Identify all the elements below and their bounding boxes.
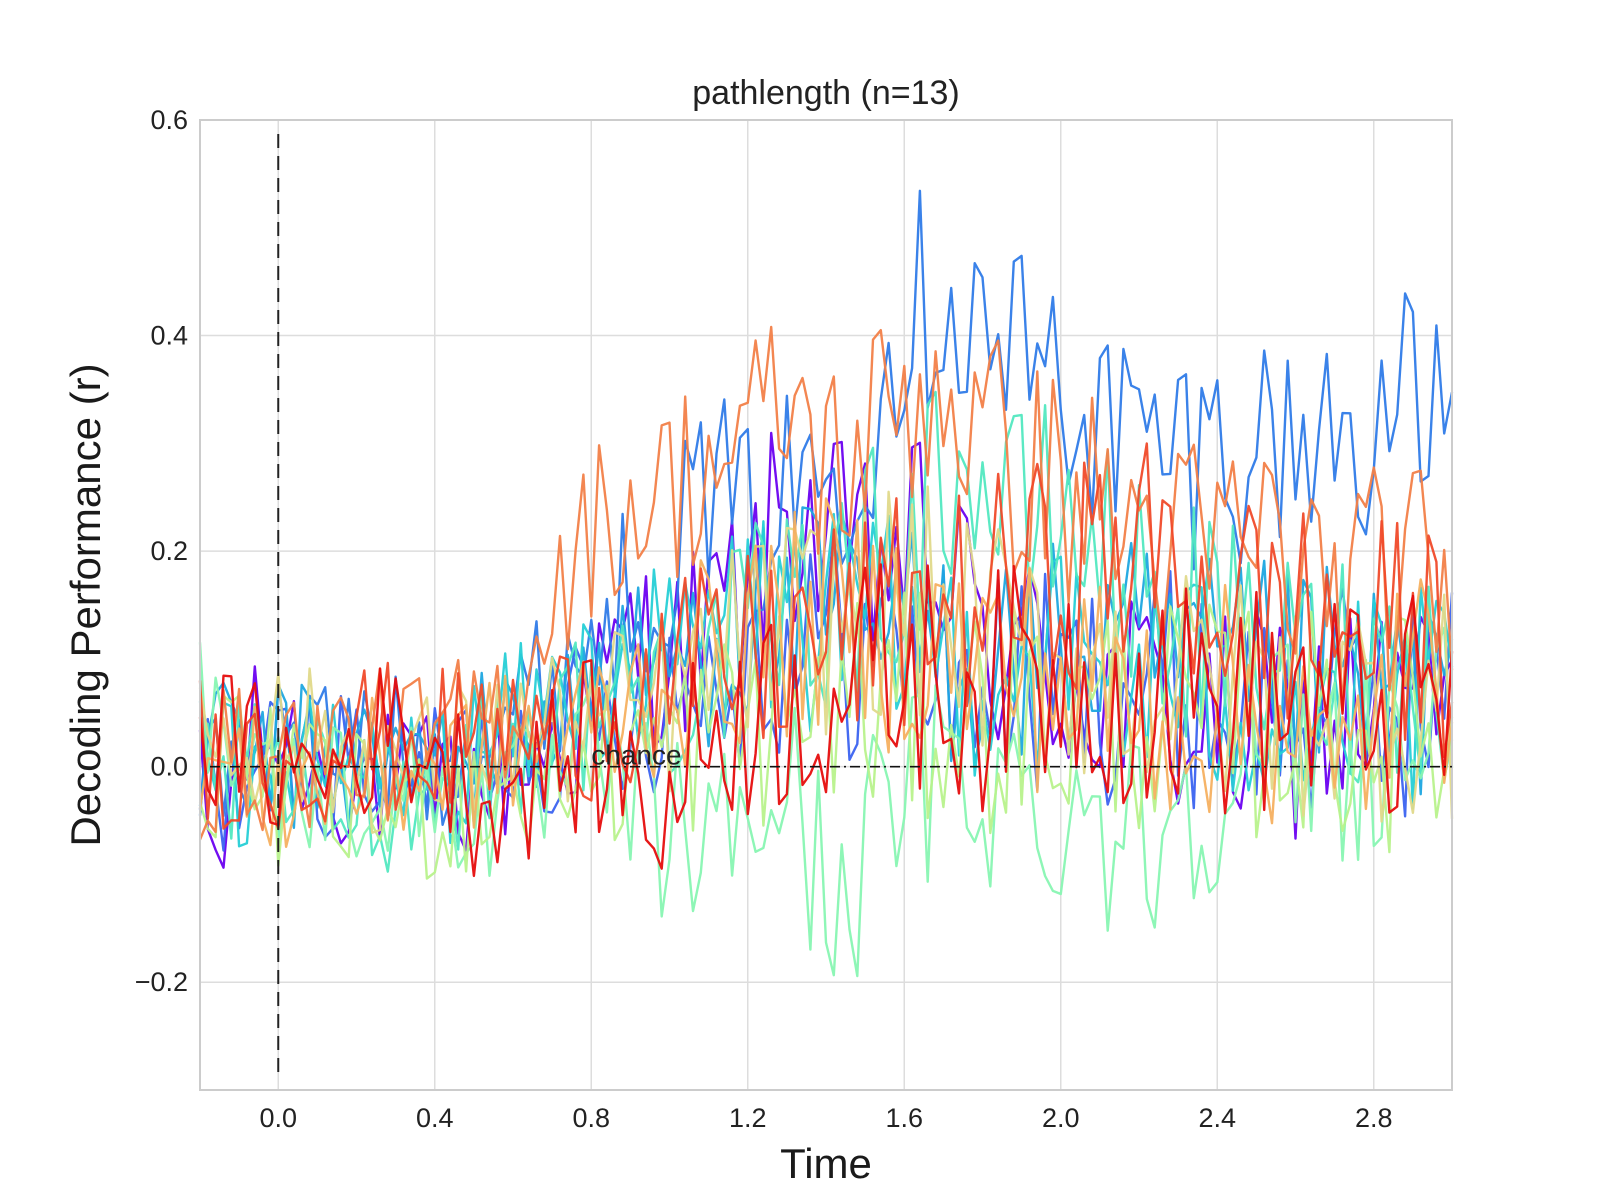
reference-lines [210, 134, 1452, 1076]
x-tick-label: 2.4 [1198, 1103, 1236, 1133]
plot-frame [199, 119, 1453, 1091]
chance-annotation: chance [591, 740, 681, 771]
series-layer [198, 189, 1454, 978]
y-tick-label: 0.0 [150, 752, 188, 782]
x-tick-label: 1.6 [885, 1103, 923, 1133]
tick-labels: 0.0 0.4 0.8 1.2 1.6 2.0 2.4 2.8 −0.2 0.0 0.2 0.4 0.6 [135, 105, 1393, 1133]
x-tick-label: 0.8 [572, 1103, 610, 1133]
x-tick-label: 1.2 [729, 1103, 767, 1133]
y-tick-label: 0.2 [150, 536, 188, 566]
y-tick-label: 0.4 [150, 321, 188, 351]
y-tick-label: −0.2 [135, 967, 188, 997]
x-tick-label: 2.8 [1355, 1103, 1393, 1133]
y-axis-label: Decoding Performance (r) [62, 363, 109, 846]
x-axis-label: Time [780, 1140, 872, 1187]
series-line-12 [198, 442, 1454, 830]
series-line-1 [198, 431, 1454, 869]
x-tick-label: 0.0 [259, 1103, 297, 1133]
y-tick-label: 0.6 [150, 105, 188, 135]
series-line-10 [198, 497, 1454, 848]
x-tick-label: 2.0 [1042, 1103, 1080, 1133]
x-tick-label: 0.4 [416, 1103, 454, 1133]
chart-title: pathlength (n=13) [692, 74, 959, 112]
series-line-13 [198, 563, 1454, 878]
